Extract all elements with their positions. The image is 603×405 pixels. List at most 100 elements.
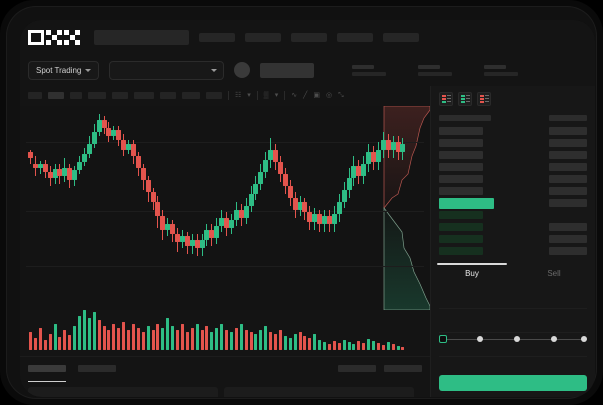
orderbook-ask-row[interactable] (431, 125, 595, 137)
nav-item-2[interactable] (245, 32, 281, 42)
slider-stop-25[interactable] (477, 335, 484, 342)
volume-bar (386, 342, 390, 350)
timeframe-4[interactable] (88, 91, 106, 99)
slider-stop-100[interactable] (581, 335, 587, 342)
tab-open-orders[interactable] (28, 365, 66, 372)
timeframe-2[interactable] (48, 91, 64, 99)
volume-bar (264, 326, 268, 350)
amount-field[interactable] (439, 314, 587, 333)
volume-bar (259, 330, 263, 350)
candlestick (121, 106, 127, 310)
submit-buy-button[interactable] (439, 375, 587, 391)
volume-bar (278, 330, 282, 350)
orderbook-view-modes (431, 86, 595, 112)
volume-bar (127, 330, 130, 350)
timeframe-3[interactable] (70, 91, 82, 99)
line-tool-icon[interactable]: ∿ (291, 91, 298, 99)
bottom-action-1[interactable] (338, 365, 376, 372)
orderbook-rows[interactable] (431, 125, 595, 257)
orderbook-ask-row[interactable] (431, 161, 595, 173)
slider-stop-50[interactable] (514, 335, 521, 342)
search-input[interactable] (94, 29, 189, 45)
volume-bar (274, 334, 277, 350)
stat-label (352, 64, 375, 69)
volume-bar (195, 324, 199, 350)
timeframe-6[interactable] (134, 91, 154, 99)
chevron-down-icon[interactable]: ▾ (247, 91, 251, 99)
timeframe-9[interactable] (206, 91, 222, 99)
trading-pair-select[interactable] (109, 60, 225, 80)
orderbook-price (439, 139, 483, 147)
price-chart[interactable] (20, 106, 430, 310)
candlestick (204, 106, 210, 310)
bottom-content-panels (28, 387, 414, 397)
timeframe-8[interactable] (182, 91, 200, 99)
orderbook-qty (549, 235, 587, 243)
orderbook-bid-row[interactable] (431, 233, 595, 245)
nav-item-3[interactable] (291, 32, 327, 42)
orderbook-bid-row[interactable] (431, 221, 595, 233)
candlestick (228, 106, 234, 310)
volume-bar (33, 338, 37, 350)
volume-bar (210, 332, 214, 350)
stat-24h-high (418, 64, 453, 76)
last-price-value (260, 62, 315, 78)
orderbook-spread-row[interactable] (431, 197, 595, 209)
orderbook-bid-row[interactable] (431, 209, 595, 221)
timeframe-1[interactable] (28, 91, 42, 99)
candlestick (322, 106, 327, 310)
candlestick (351, 106, 357, 310)
stat-label (484, 64, 507, 69)
trading-mode-dropdown[interactable]: Spot Trading (28, 60, 100, 80)
orderbook-qty (549, 199, 587, 207)
orderbook-bids-icon[interactable] (458, 92, 472, 106)
candlestick (81, 106, 87, 310)
pair-coin-avatar (234, 62, 251, 78)
nav-item-4[interactable] (337, 32, 373, 42)
candlestick (385, 106, 391, 310)
price-field[interactable] (439, 290, 587, 309)
total-field[interactable] (439, 338, 587, 357)
bottom-tab-row (28, 365, 422, 372)
amount-slider[interactable] (439, 334, 587, 344)
volume-bar (303, 336, 307, 350)
indicator-icon[interactable]: ☷ (235, 91, 242, 99)
volume-bar (122, 322, 126, 350)
orderbook-asks-icon[interactable] (477, 92, 491, 106)
chart-type-icon[interactable]: ▒ (263, 91, 269, 99)
orderbook-ask-row[interactable] (431, 149, 595, 161)
volume-bar (367, 339, 371, 350)
bottom-action-2[interactable] (384, 365, 422, 372)
settings-icon[interactable]: ◎ (326, 91, 333, 99)
volume-bar (229, 332, 233, 350)
slider-handle[interactable] (439, 334, 447, 343)
candlestick (28, 106, 33, 310)
tab-order-history[interactable] (78, 365, 116, 372)
candlestick (96, 106, 102, 310)
orderbook-ask-row[interactable] (431, 137, 595, 149)
orderbook-price (439, 247, 483, 255)
volume-bar (68, 335, 72, 350)
candlestick (307, 106, 313, 310)
orderbook-both-icon[interactable] (439, 92, 453, 106)
nav-item-1[interactable] (199, 32, 235, 42)
tab-buy[interactable]: Buy (465, 269, 479, 278)
candlestick (135, 106, 141, 310)
orderbook-bid-row[interactable] (431, 245, 595, 257)
orderbook-ask-row[interactable] (431, 173, 595, 185)
pencil-icon[interactable]: ╱ (303, 91, 308, 99)
top-navigation-bar (20, 20, 595, 54)
okx-logo-icon[interactable] (28, 29, 80, 45)
timeframe-5[interactable] (112, 91, 128, 99)
slider-stop-75[interactable] (551, 335, 558, 342)
tab-sell[interactable]: Sell (547, 269, 561, 278)
candlestick (170, 106, 176, 310)
toolbar-divider (228, 90, 229, 100)
camera-icon[interactable]: ▣ (313, 91, 320, 99)
volume-bar (176, 330, 179, 350)
nav-item-5[interactable] (383, 32, 419, 42)
chevron-down-icon[interactable]: ▾ (274, 91, 279, 99)
orderbook-ask-row[interactable] (431, 185, 595, 197)
timeframe-7[interactable] (160, 91, 176, 99)
fullscreen-icon[interactable]: ⤡ (338, 91, 344, 99)
